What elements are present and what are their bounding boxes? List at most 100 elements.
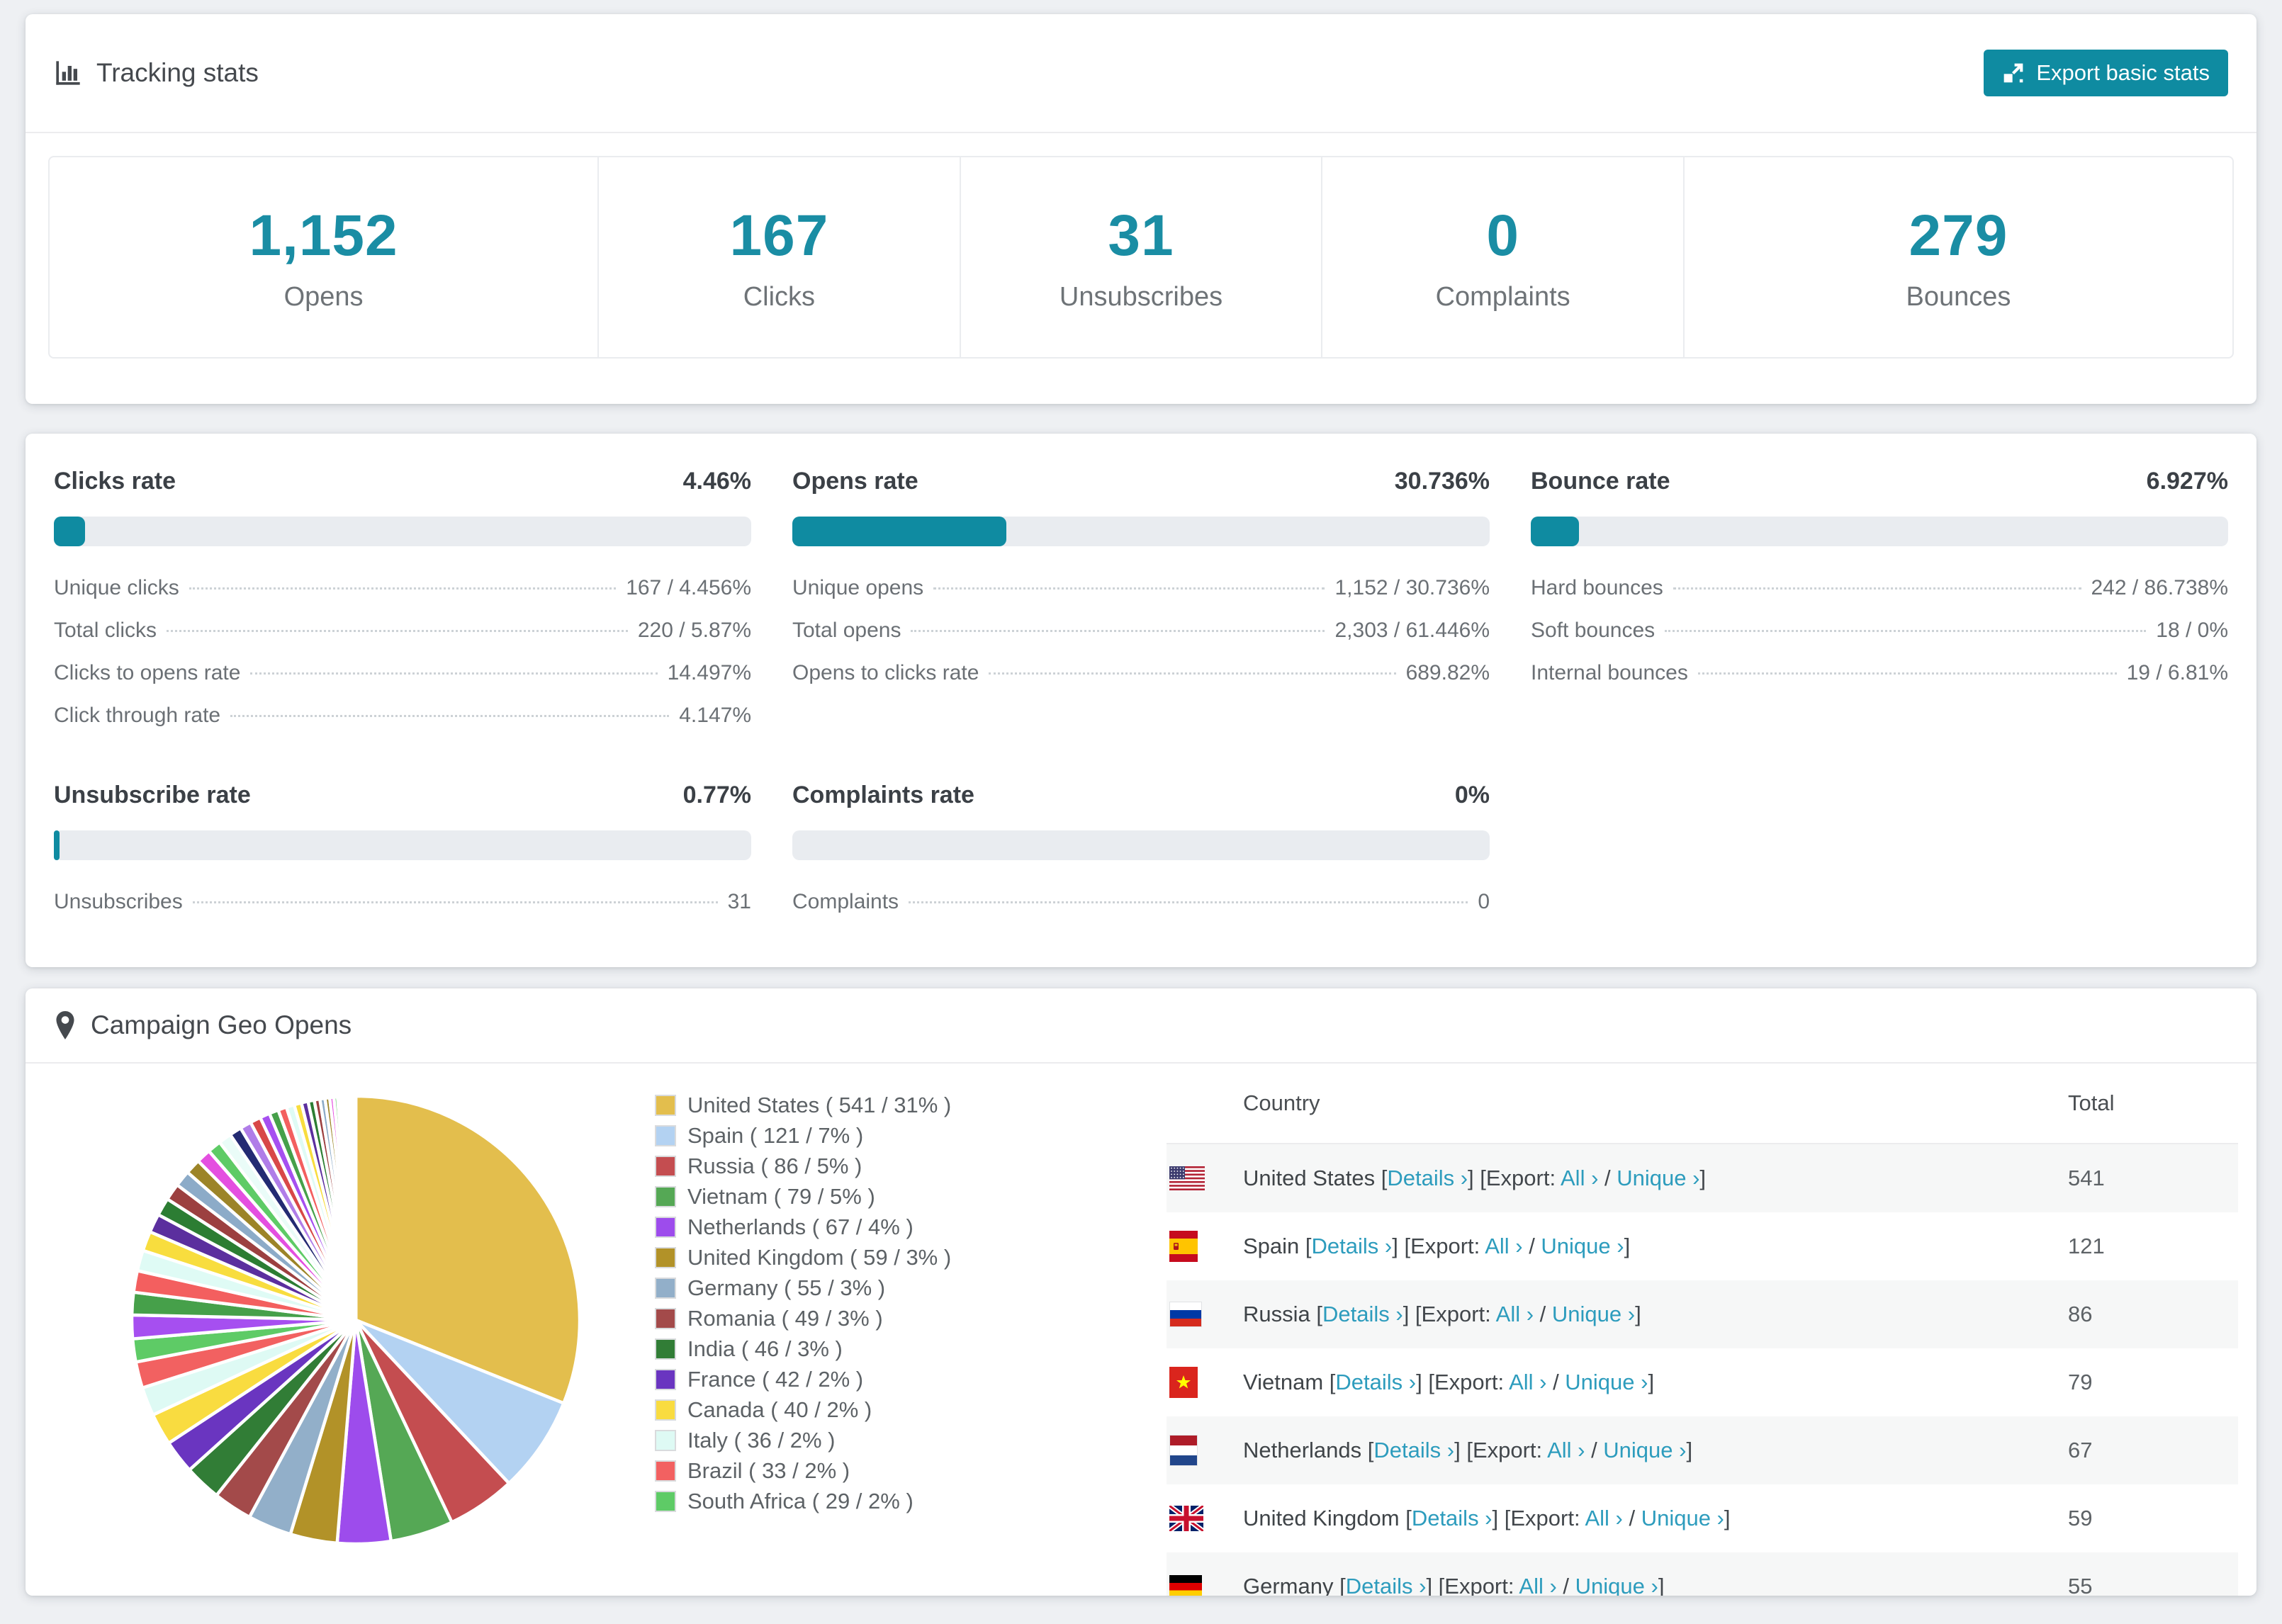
country-name: United States: [1243, 1166, 1381, 1190]
rate-title: Unsubscribe rate: [54, 782, 251, 808]
legend-swatch: [655, 1247, 676, 1268]
geo-row-country-cell: United Kingdom [Details ›] [Export: All …: [1243, 1506, 2068, 1531]
geo-details-link-united-kingdom[interactable]: Details ›: [1411, 1506, 1493, 1530]
geo-export-unique-link-vietnam[interactable]: Unique ›: [1565, 1370, 1648, 1394]
geo-export-all-link-germany[interactable]: All ›: [1519, 1574, 1557, 1596]
rate-stat-row-total-clicks: Total clicks 220 / 5.87%: [54, 619, 751, 661]
rate-stat-label: Unique opens: [792, 576, 924, 599]
rate-stat-row-unique-opens: Unique opens 1,152 / 30.736%: [792, 576, 1490, 619]
stat-box-bounces: 279 Bounces: [1682, 157, 2232, 357]
rate-progress-bar: [54, 830, 751, 860]
legend-item-spain: Spain ( 121 / 7% ): [655, 1123, 951, 1148]
rate-progress-bar: [792, 830, 1490, 860]
legend-label: Brazil ( 33 / 2% ): [687, 1458, 850, 1483]
pie-slice-spain: [354, 1318, 566, 1486]
legend-item-italy: Italy ( 36 / 2% ): [655, 1428, 951, 1453]
rate-stat-label: Soft bounces: [1531, 619, 1656, 642]
rate-stat-label: Opens to clicks rate: [792, 661, 979, 684]
geo-export-unique-link-united-kingdom[interactable]: Unique ›: [1641, 1506, 1724, 1530]
rate-stat-row-hard-bounces: Hard bounces 242 / 86.738%: [1531, 576, 2228, 619]
legend-label: Canada ( 40 / 2% ): [687, 1397, 872, 1422]
dotted-leader: [192, 901, 718, 903]
geo-header: Campaign Geo Opens: [26, 988, 2256, 1062]
stat-value-complaints: 0: [1486, 203, 1519, 268]
legend-label: Spain ( 121 / 7% ): [687, 1123, 864, 1148]
geo-row-total: 55: [2068, 1574, 2093, 1596]
stat-value-opens: 1,152: [249, 203, 398, 268]
rate-stat-value: 242 / 86.738%: [2091, 576, 2229, 599]
geo-details-link-vietnam[interactable]: Details ›: [1335, 1370, 1417, 1394]
rate-stat-row-clicks-to-opens-rate: Clicks to opens rate 14.497%: [54, 661, 751, 704]
rate-progress-bar: [1531, 517, 2228, 546]
geo-export-unique-link-netherlands[interactable]: Unique ›: [1603, 1438, 1687, 1462]
geo-details-link-russia[interactable]: Details ›: [1322, 1302, 1403, 1326]
rate-stat-label: Internal bounces: [1531, 661, 1688, 684]
rate-title: Complaints rate: [792, 782, 974, 808]
geo-export-all-link-spain[interactable]: All ›: [1485, 1234, 1523, 1258]
geo-export-unique-link-spain[interactable]: Unique ›: [1541, 1234, 1624, 1258]
legend-swatch: [655, 1491, 676, 1512]
export-basic-stats-label: Export basic stats: [2036, 60, 2210, 85]
rate-progress-fill: [1531, 517, 1580, 546]
geo-table-row-united-states: United States [Details ›] [Export: All ›…: [1167, 1144, 2238, 1212]
netherlands-flag-icon: [1167, 1435, 1243, 1466]
bracket-close: ]: [1648, 1370, 1655, 1394]
dotted-leader: [933, 587, 1325, 590]
rate-stat-row-internal-bounces: Internal bounces 19 / 6.81%: [1531, 661, 2228, 704]
rate-stat-value: 220 / 5.87%: [637, 619, 751, 642]
germany-flag-icon: [1167, 1575, 1243, 1596]
geo-details-link-united-states[interactable]: Details ›: [1387, 1166, 1468, 1190]
stat-label-complaints: Complaints: [1435, 281, 1570, 312]
geo-country-table: Country Total United States [Details ›] [E…: [1167, 1064, 2238, 1596]
united-kingdom-flag-icon: [1167, 1506, 1243, 1531]
russia-flag-icon: [1167, 1302, 1243, 1327]
bracket: [: [1367, 1438, 1374, 1462]
bracket-close: ]: [1635, 1302, 1641, 1326]
legend-item-romania: Romania ( 49 / 3% ): [655, 1306, 951, 1331]
geo-row-country-cell: Netherlands [Details ›] [Export: All › /…: [1243, 1438, 2068, 1463]
slash: /: [1534, 1302, 1552, 1326]
geo-details-link-netherlands[interactable]: Details ›: [1373, 1438, 1455, 1462]
legend-item-united-kingdom: United Kingdom ( 59 / 3% ): [655, 1245, 951, 1270]
geo-export-all-link-united-kingdom[interactable]: All ›: [1585, 1506, 1623, 1530]
geo-table-row-netherlands: Netherlands [Details ›] [Export: All › /…: [1167, 1416, 2238, 1484]
geo-export-unique-link-russia[interactable]: Unique ›: [1551, 1302, 1636, 1326]
geo-export-all-link-russia[interactable]: All ›: [1495, 1302, 1534, 1326]
legend-label: Russia ( 86 / 5% ): [687, 1154, 862, 1178]
rate-stat-label: Complaints: [792, 890, 899, 913]
bracket-close: ]: [1699, 1166, 1707, 1190]
rate-stat-value: 18 / 0%: [2156, 619, 2228, 642]
geo-table-row-vietnam: Vietnam [Details ›] [Export: All › / Uni…: [1167, 1348, 2238, 1416]
geo-opens-pie-chart: [130, 1094, 582, 1546]
geo-export-unique-link-united-states[interactable]: Unique ›: [1617, 1166, 1700, 1190]
rate-block-complaints-rate: Complaints rate 0% Complaints 0: [792, 782, 1490, 932]
slash: /: [1546, 1370, 1566, 1394]
legend-item-germany: Germany ( 55 / 3% ): [655, 1275, 951, 1300]
rate-stat-value: 1,152 / 30.736%: [1334, 576, 1490, 599]
stat-label-opens: Opens: [283, 281, 364, 312]
rate-stat-value: 0: [1478, 890, 1490, 913]
stat-label-bounces: Bounces: [1906, 281, 2011, 312]
rate-block-opens-rate: Opens rate 30.736% Unique opens 1,152 / 30.…: [792, 468, 1490, 746]
geo-details-link-spain[interactable]: Details ›: [1311, 1234, 1393, 1258]
geo-export-all-link-united-states[interactable]: All ›: [1561, 1166, 1599, 1190]
geo-export-all-link-netherlands[interactable]: All ›: [1547, 1438, 1585, 1462]
geo-row-total: 67: [2068, 1438, 2093, 1462]
rate-stat-label: Clicks to opens rate: [54, 661, 241, 684]
geo-export-all-link-vietnam[interactable]: All ›: [1509, 1370, 1547, 1394]
stat-value-bounces: 279: [1909, 203, 2008, 268]
geo-table-header: Country Total: [1167, 1064, 2238, 1144]
rate-stat-value: 14.497%: [667, 661, 751, 684]
dotted-leader: [189, 587, 617, 590]
vietnam-flag-icon: [1167, 1367, 1243, 1398]
legend-item-russia: Russia ( 86 / 5% ): [655, 1154, 951, 1178]
legend-item-south-africa: South Africa ( 29 / 2% ): [655, 1489, 951, 1513]
legend-label: Vietnam ( 79 / 5% ): [687, 1184, 875, 1209]
pie-slice-united-states: [354, 1094, 582, 1406]
export-basic-stats-button[interactable]: Export basic stats: [1984, 50, 2228, 96]
geo-export-unique-link-germany[interactable]: Unique ›: [1575, 1574, 1658, 1596]
geo-details-link-germany[interactable]: Details ›: [1345, 1574, 1427, 1596]
rate-stat-value: 4.147%: [679, 704, 751, 727]
rate-stat-value: 689.82%: [1405, 661, 1490, 684]
rate-progress-bar: [792, 517, 1490, 546]
